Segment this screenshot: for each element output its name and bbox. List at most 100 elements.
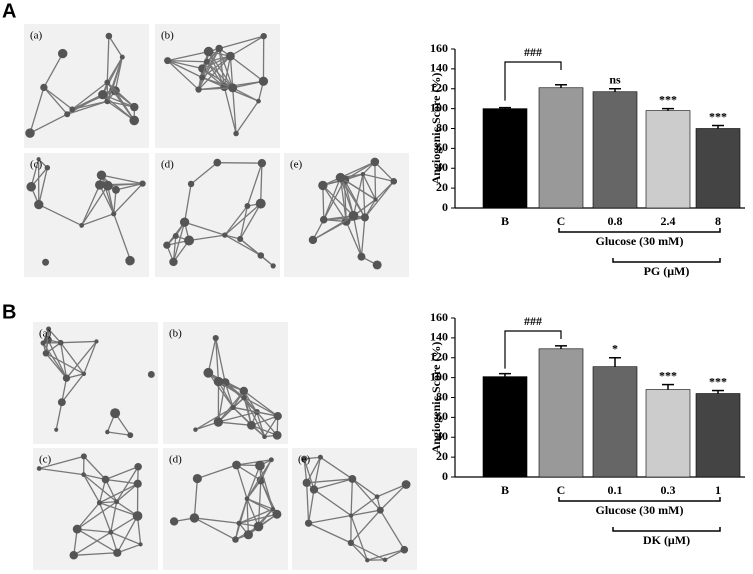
y-tick-label: 20	[436, 449, 448, 463]
x-tick-label: 8	[715, 214, 721, 228]
tube	[345, 221, 363, 257]
y-axis-label: Angiogenic Score (%)	[429, 73, 443, 185]
bar	[592, 366, 638, 478]
tube	[350, 515, 368, 561]
cell-cluster	[400, 545, 409, 554]
tube	[215, 337, 226, 383]
cell-cluster	[125, 255, 135, 266]
cell-cluster	[317, 454, 323, 460]
tube	[77, 528, 111, 533]
tube	[104, 479, 118, 503]
cell-cluster	[256, 476, 266, 485]
cell-cluster	[25, 128, 35, 138]
group-label: Glucose (30 mM)	[596, 234, 684, 248]
cell-cluster	[257, 252, 265, 259]
cell-cluster	[203, 46, 214, 57]
tube	[45, 352, 67, 379]
tube	[224, 203, 262, 236]
tube	[193, 478, 199, 518]
cell-cluster	[133, 479, 142, 488]
cell-cluster	[243, 530, 253, 540]
cell-cluster	[373, 197, 378, 202]
cell-cluster	[318, 180, 328, 191]
y-tick-label: 100	[430, 369, 448, 383]
x-tick-label: 1	[715, 483, 721, 497]
cell-cluster	[114, 499, 120, 505]
tube	[102, 94, 135, 121]
cell-cluster	[179, 217, 190, 227]
tube	[243, 397, 253, 426]
cell-cluster	[42, 350, 50, 357]
cell-cluster	[273, 411, 282, 421]
tube	[184, 221, 226, 236]
tube	[260, 163, 263, 204]
tube	[38, 203, 82, 226]
tube	[379, 484, 407, 511]
cell-cluster	[187, 180, 195, 188]
cell-cluster	[390, 178, 398, 185]
cell-cluster	[139, 180, 146, 187]
cell-cluster	[164, 57, 172, 65]
tube	[167, 59, 203, 70]
cell-cluster	[257, 158, 267, 168]
tube	[320, 456, 353, 480]
cell-cluster	[34, 199, 44, 210]
tube	[43, 86, 73, 110]
panel-label: B	[2, 301, 16, 323]
cell-cluster	[80, 453, 87, 460]
y-tick-label: 100	[430, 100, 448, 114]
image-label: (d)	[169, 454, 182, 466]
cell-cluster	[236, 520, 242, 526]
tube	[72, 100, 108, 110]
tube	[246, 498, 260, 527]
cell-cluster	[104, 79, 111, 86]
cell-cluster	[348, 475, 357, 483]
tube	[83, 474, 118, 503]
cell-cluster	[81, 371, 87, 377]
tube	[218, 411, 258, 423]
tube	[105, 466, 139, 481]
y-tick-label: 20	[436, 180, 448, 194]
cell-cluster	[348, 513, 354, 518]
tube	[102, 56, 123, 95]
cell-cluster	[57, 48, 68, 59]
cell-cluster	[302, 478, 311, 487]
cell-cluster	[244, 496, 250, 502]
cell-cluster	[112, 185, 120, 194]
significance: ***	[659, 368, 677, 382]
tube	[167, 60, 203, 79]
cell-cluster	[36, 466, 42, 471]
cell-cluster	[26, 182, 36, 192]
cell-cluster	[81, 472, 86, 477]
y-tick-label: 160	[430, 41, 448, 55]
tube	[206, 61, 234, 89]
cell-cluster	[213, 376, 224, 387]
tube	[312, 215, 354, 241]
cell-cluster	[64, 111, 71, 118]
cell-cluster	[319, 215, 328, 224]
x-tick-label: 0.8	[608, 214, 623, 228]
tube	[232, 87, 259, 102]
bar	[482, 376, 528, 478]
tube	[251, 424, 278, 436]
bar	[695, 128, 741, 209]
tube	[83, 474, 101, 504]
cell-cluster	[98, 90, 108, 100]
group-label: Glucose (30 mM)	[596, 503, 684, 517]
tube	[113, 183, 144, 215]
image-label: (e)	[290, 159, 303, 171]
cell-cluster	[272, 509, 282, 519]
tube	[202, 55, 231, 70]
tube	[313, 489, 352, 517]
tube	[229, 56, 234, 88]
bar	[645, 110, 691, 209]
tube	[322, 185, 325, 220]
tube	[218, 48, 234, 89]
group-line	[558, 497, 721, 502]
tube	[350, 542, 368, 561]
cell-cluster	[127, 432, 134, 439]
cell-cluster	[232, 460, 241, 470]
group-line	[558, 228, 721, 233]
tube	[101, 174, 143, 185]
cell-cluster	[189, 513, 200, 523]
